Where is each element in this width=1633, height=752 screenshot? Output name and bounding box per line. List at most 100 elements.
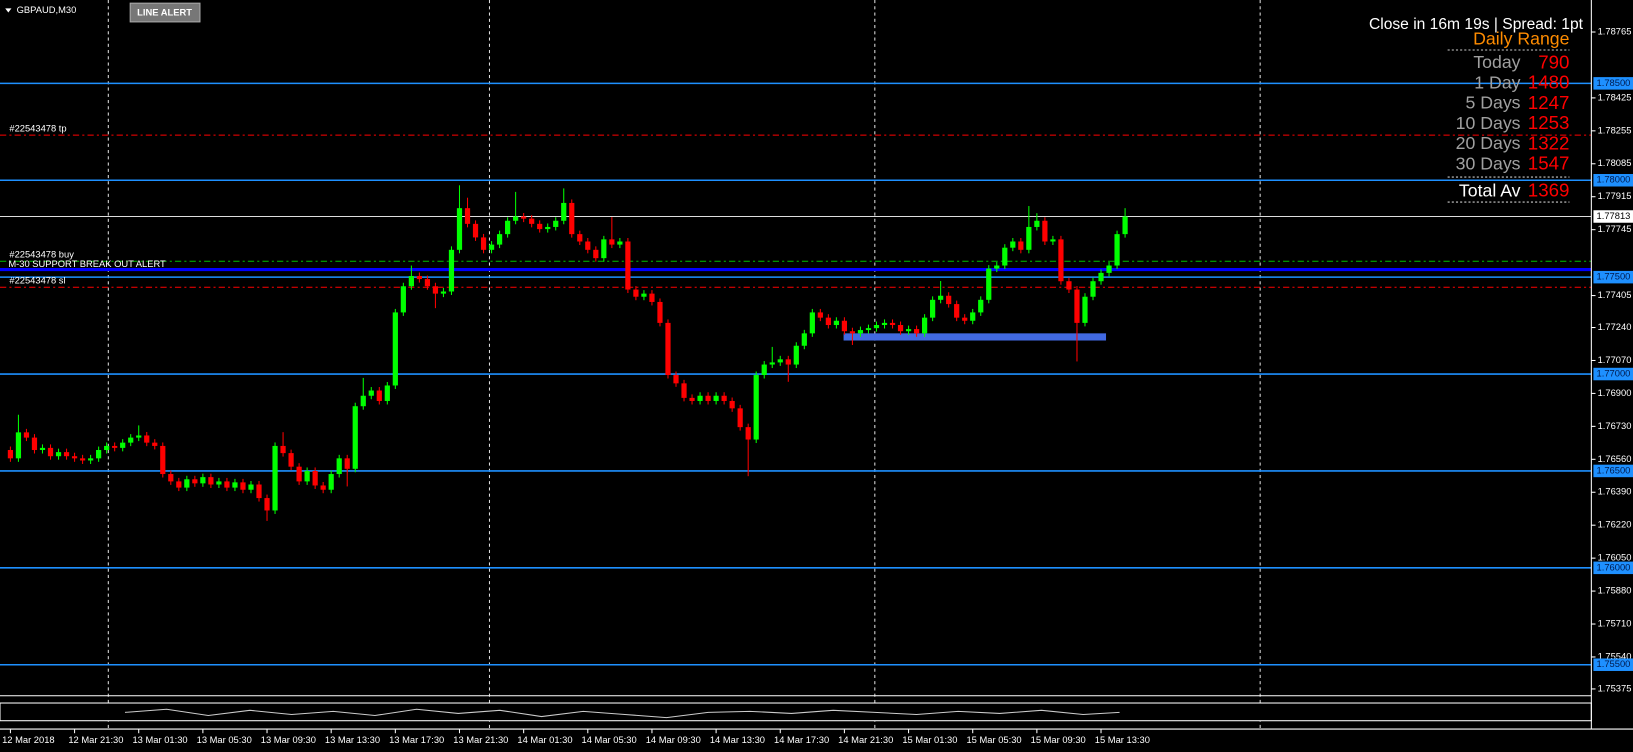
candle-body	[697, 395, 703, 401]
candle-body	[553, 220, 559, 227]
candle-body	[649, 293, 655, 302]
candle-body	[216, 481, 222, 485]
level-tag-label: 1.77500	[1597, 272, 1631, 282]
line-alert-button[interactable]	[129, 2, 201, 23]
y-tick-label: 1.77405	[1598, 290, 1632, 300]
candle-body	[31, 437, 38, 451]
candle-body	[280, 445, 286, 454]
candle-body	[480, 237, 487, 250]
level-tag-label: 1.76000	[1597, 562, 1631, 572]
range-label: 1 Day	[1474, 72, 1520, 92]
candle-body	[456, 208, 463, 250]
candle-body	[1034, 220, 1040, 227]
line-alert-button-label[interactable]: LINE ALERT	[137, 8, 192, 18]
x-tick-label: 13 Mar 13:30	[325, 735, 380, 745]
candle-body	[665, 322, 671, 376]
candle-body	[793, 345, 799, 365]
candle-body	[1082, 296, 1088, 323]
candle-body	[962, 317, 968, 321]
level-tag-label: 1.78000	[1597, 175, 1631, 185]
status-text: Close in 16m 19s | Spread: 1pt	[1369, 16, 1584, 33]
candle-body	[256, 484, 262, 499]
candle-body	[801, 333, 807, 346]
candle-body	[633, 289, 639, 297]
candle-body	[1042, 220, 1048, 242]
y-tick-label: 1.77240	[1598, 322, 1632, 332]
level-tag	[1593, 561, 1633, 575]
candle-body	[905, 329, 912, 332]
candle-body	[930, 299, 936, 318]
candle-body	[1050, 239, 1056, 242]
candle-body	[721, 395, 727, 401]
total-label: Total Av	[1459, 180, 1521, 200]
level-tag-label: 1.77000	[1597, 369, 1631, 379]
y-tick-label: 1.76220	[1598, 520, 1632, 530]
candle-body	[729, 400, 735, 409]
y-tick-label: 1.78255	[1598, 125, 1632, 135]
y-tick-label: 1.78425	[1598, 92, 1632, 102]
candle-body	[689, 397, 695, 401]
candle-body	[63, 452, 70, 457]
candle-body	[881, 322, 888, 326]
level-tag-label: 1.75500	[1597, 659, 1631, 669]
order-label: #22543478 tp	[9, 123, 66, 133]
y-tick-label: 1.78085	[1598, 158, 1632, 168]
candle-body	[200, 477, 206, 484]
candle-body	[713, 395, 719, 401]
candle-body	[168, 474, 174, 482]
range-label: Today	[1473, 52, 1520, 72]
candle-body	[47, 447, 54, 457]
y-tick-label: 1.77915	[1598, 191, 1632, 201]
candle-body	[144, 435, 150, 443]
menu-triangle[interactable]	[5, 8, 12, 13]
candle-body	[809, 312, 815, 334]
y-tick-label: 1.77745	[1598, 224, 1632, 234]
candle-body	[657, 301, 663, 323]
x-tick-label: 15 Mar 13:30	[1095, 735, 1150, 745]
x-tick-label: 14 Mar 05:30	[582, 735, 637, 745]
zone	[843, 333, 1107, 341]
y-tick-label: 1.76900	[1598, 388, 1632, 398]
x-tick-label: 12 Mar 21:30	[68, 735, 123, 745]
candle-body	[408, 275, 414, 287]
symbol-title: GBPAUD,M30	[17, 5, 77, 15]
candle-body	[336, 458, 342, 475]
candle-body	[1026, 226, 1032, 250]
candle-body	[112, 445, 118, 448]
candle-body	[464, 208, 471, 224]
candle-body	[769, 362, 775, 365]
candle-body	[1090, 281, 1096, 297]
level-tag	[1593, 367, 1633, 381]
candle-body	[873, 325, 880, 329]
candle-body	[496, 234, 503, 245]
y-tick-label: 1.76390	[1598, 487, 1632, 497]
range-value: 1322	[1528, 132, 1570, 153]
level-tag	[1593, 174, 1633, 187]
candle-body	[39, 447, 46, 451]
x-tick-label: 13 Mar 05:30	[197, 735, 252, 745]
range-value: 1480	[1528, 72, 1570, 93]
candle-body	[104, 445, 110, 451]
candle-body	[88, 458, 94, 461]
candle-body	[817, 312, 823, 318]
y-tick-label: 1.76730	[1598, 421, 1632, 431]
candle-body	[368, 390, 374, 396]
candle-body	[1018, 241, 1024, 250]
candle-body	[593, 249, 599, 259]
candle-body	[23, 432, 30, 438]
candle-body	[785, 359, 791, 365]
candle-body	[921, 317, 928, 334]
candle-body	[136, 435, 142, 438]
candle-body	[737, 408, 743, 428]
candle-body	[312, 470, 318, 486]
candle-body	[841, 320, 848, 332]
candle-body	[184, 479, 190, 488]
candle-body	[994, 265, 1000, 269]
plot: #22543478 tp #22543478 buy #22543478 sl M-3…	[0, 82, 1592, 666]
candle-body	[761, 364, 767, 376]
order-label: #22543478 buy	[9, 249, 74, 259]
candle-body	[585, 241, 591, 250]
candle-body	[288, 453, 294, 467]
candle-body	[625, 241, 631, 290]
candle-body	[705, 395, 711, 401]
